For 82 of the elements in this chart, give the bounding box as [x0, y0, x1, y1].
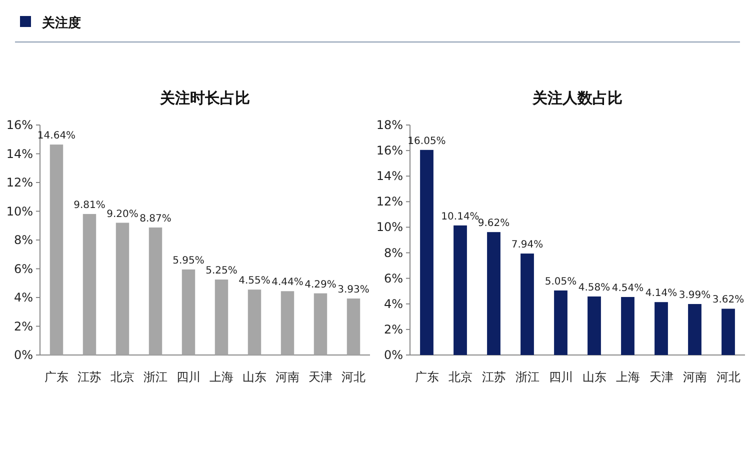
x-tick-label: 北京: [110, 370, 134, 384]
x-tick-label: 山东: [242, 370, 266, 384]
data-label: 7.94%: [511, 240, 544, 251]
data-label: 14.64%: [37, 130, 76, 142]
x-tick-label: 广东: [414, 370, 439, 384]
y-tick-label: 8%: [384, 246, 403, 260]
bar: [214, 280, 228, 355]
data-label: 3.93%: [338, 284, 370, 296]
bar: [182, 269, 196, 355]
x-tick-label: 河南: [682, 370, 707, 384]
y-tick-label: 4%: [14, 290, 33, 304]
bar: [148, 227, 162, 355]
data-label: 4.58%: [578, 282, 610, 294]
y-tick-label: 12%: [6, 176, 33, 190]
data-label: 8.87%: [140, 213, 172, 224]
x-tick-label: 天津: [649, 370, 674, 384]
bar: [588, 296, 601, 355]
bar: [487, 232, 500, 355]
data-label: 5.05%: [544, 276, 577, 288]
data-label: 10.14%: [441, 211, 480, 222]
x-tick-label: 北京: [448, 370, 472, 384]
bar: [280, 291, 294, 355]
y-tick-label: 4%: [384, 296, 403, 311]
bar: [116, 222, 130, 355]
y-tick-label: 6%: [384, 271, 403, 286]
data-label: 5.95%: [172, 255, 204, 266]
x-tick-label: 河南: [276, 370, 300, 384]
x-tick-label: 上海: [210, 370, 234, 384]
x-tick-label: 广东: [44, 370, 68, 384]
data-label: 9.20%: [106, 208, 138, 220]
bar: [520, 254, 534, 355]
bar: [454, 225, 467, 355]
x-tick-label: 山东: [582, 370, 606, 384]
y-tick-label: 16%: [376, 144, 403, 158]
y-tick-label: 2%: [384, 322, 403, 336]
x-tick-label: 浙江: [144, 370, 168, 384]
y-tick-label: 18%: [376, 118, 403, 132]
chart-title: 关注人数占比: [532, 89, 622, 107]
data-label: 4.14%: [645, 288, 678, 300]
data-label: 16.05%: [408, 136, 446, 147]
x-tick-label: 江苏: [78, 370, 102, 384]
bar: [554, 290, 568, 355]
x-tick-label: 四川: [176, 370, 200, 384]
y-tick-label: 14%: [376, 169, 403, 184]
y-tick-label: 12%: [376, 194, 403, 209]
bar: [420, 150, 434, 355]
data-label: 3.62%: [712, 294, 744, 306]
x-tick-label: 四川: [548, 370, 573, 384]
chart-title: 关注时长占比: [159, 89, 250, 107]
text: 关注度: [41, 15, 81, 31]
data-label: 3.99%: [678, 290, 711, 302]
y-tick-label: 16%: [6, 118, 33, 132]
data-label: 4.55%: [238, 276, 270, 287]
y-tick-label: 10%: [6, 204, 33, 218]
x-tick-label: 河北: [342, 370, 366, 384]
y-tick-label: 10%: [376, 220, 403, 234]
y-tick-label: 6%: [14, 262, 33, 276]
y-tick-label: 0%: [384, 348, 403, 362]
data-label: 4.44%: [272, 277, 304, 288]
x-tick-label: 河北: [716, 370, 740, 384]
y-tick-label: 2%: [14, 319, 33, 334]
data-label: 9.81%: [74, 200, 106, 211]
data-label: 9.62%: [478, 218, 510, 230]
y-tick-label: 8%: [14, 233, 33, 247]
bar: [248, 290, 262, 355]
data-label: 4.29%: [304, 279, 336, 290]
y-tick-label: 14%: [6, 146, 33, 161]
x-tick-label: 江苏: [482, 370, 506, 384]
data-label: 5.25%: [206, 266, 238, 277]
bar: [621, 296, 634, 355]
x-tick-label: 天津: [308, 370, 332, 384]
bar: [50, 144, 64, 355]
x-tick-label: 上海: [616, 370, 640, 384]
bar: [314, 293, 328, 355]
bar: [654, 302, 668, 355]
x-tick-label: 浙江: [515, 370, 540, 384]
bar: [82, 214, 96, 355]
bar: [688, 304, 702, 355]
y-tick-label: 0%: [14, 348, 33, 362]
data-label: 4.54%: [612, 282, 644, 294]
bar: [722, 308, 735, 355]
bar: [346, 298, 360, 355]
